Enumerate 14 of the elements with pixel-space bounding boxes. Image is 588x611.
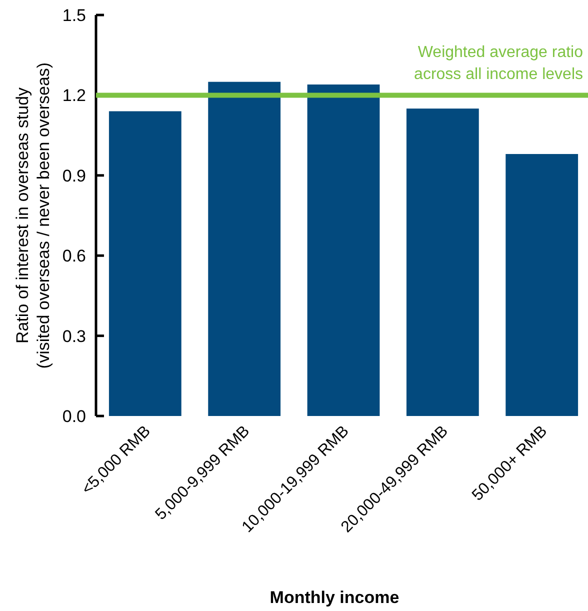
y-tick-label: 0.9 [62, 166, 86, 186]
bar [307, 84, 380, 416]
bar [108, 111, 182, 416]
bar [406, 108, 479, 416]
bar [506, 154, 578, 416]
y-tick-label: 0.6 [62, 246, 86, 266]
y-axis-title: Ratio of interest in overseas study (visited overseas / never been overseas) [13, 62, 53, 369]
y-tick-label: 1.2 [62, 86, 86, 106]
x-axis-title: Monthly income [270, 588, 400, 607]
ref-line-label: Weighted average ratio across all income levels [414, 44, 584, 84]
y-tick-label: 0.3 [62, 326, 86, 346]
bar [208, 82, 281, 416]
y-tick-label: 0.0 [62, 406, 86, 426]
y-tick-label: 1.5 [62, 6, 86, 25]
